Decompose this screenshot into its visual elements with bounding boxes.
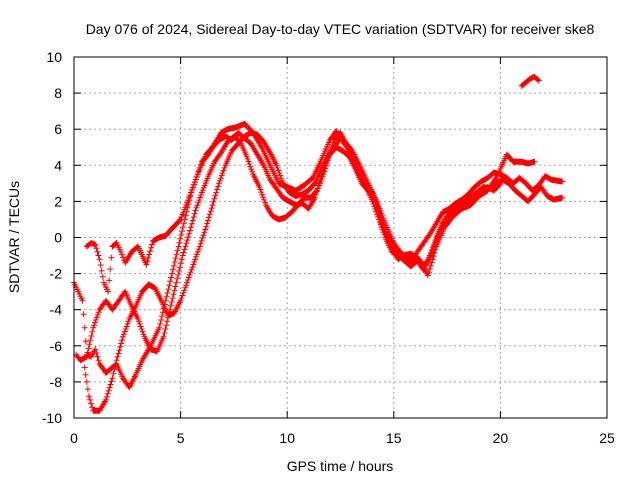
- x-tick-label: 25: [599, 430, 615, 446]
- grid-lines: [74, 57, 607, 418]
- y-tick-label: 8: [54, 85, 62, 101]
- x-tick-label: 0: [70, 430, 78, 446]
- y-tick-labels: -10 -8 -6 -4 -2 0 2 4 6 8 10: [42, 49, 62, 426]
- plus-markers: [83, 129, 504, 295]
- y-tick-label: 2: [54, 193, 62, 209]
- x-tick-label: 15: [386, 430, 402, 446]
- x-tick-labels: 0 5 10 15 20 25: [70, 430, 615, 446]
- y-tick-label: -6: [50, 338, 63, 354]
- y-tick-label: -4: [50, 302, 63, 318]
- y-tick-label: 6: [54, 121, 62, 137]
- axis-ticks: [73, 56, 608, 419]
- x-tick-label: 5: [177, 430, 185, 446]
- y-tick-label: -10: [42, 410, 62, 426]
- chart-title: Day 076 of 2024, Sidereal Day-to-day VTE…: [86, 21, 595, 37]
- series-track-e: [518, 73, 542, 89]
- y-tick-label: 10: [46, 49, 62, 65]
- y-tick-label: -8: [50, 374, 63, 390]
- y-tick-label: 0: [54, 230, 62, 246]
- x-tick-label: 10: [279, 430, 295, 446]
- y-axis-label: SDTVAR / TECUs: [6, 181, 22, 293]
- x-tick-label: 20: [493, 430, 509, 446]
- series-track-d: [83, 129, 504, 295]
- x-axis-label: GPS time / hours: [287, 458, 394, 474]
- plus-markers: [518, 73, 542, 89]
- y-tick-label: 4: [54, 157, 62, 173]
- y-tick-label: -2: [50, 266, 63, 282]
